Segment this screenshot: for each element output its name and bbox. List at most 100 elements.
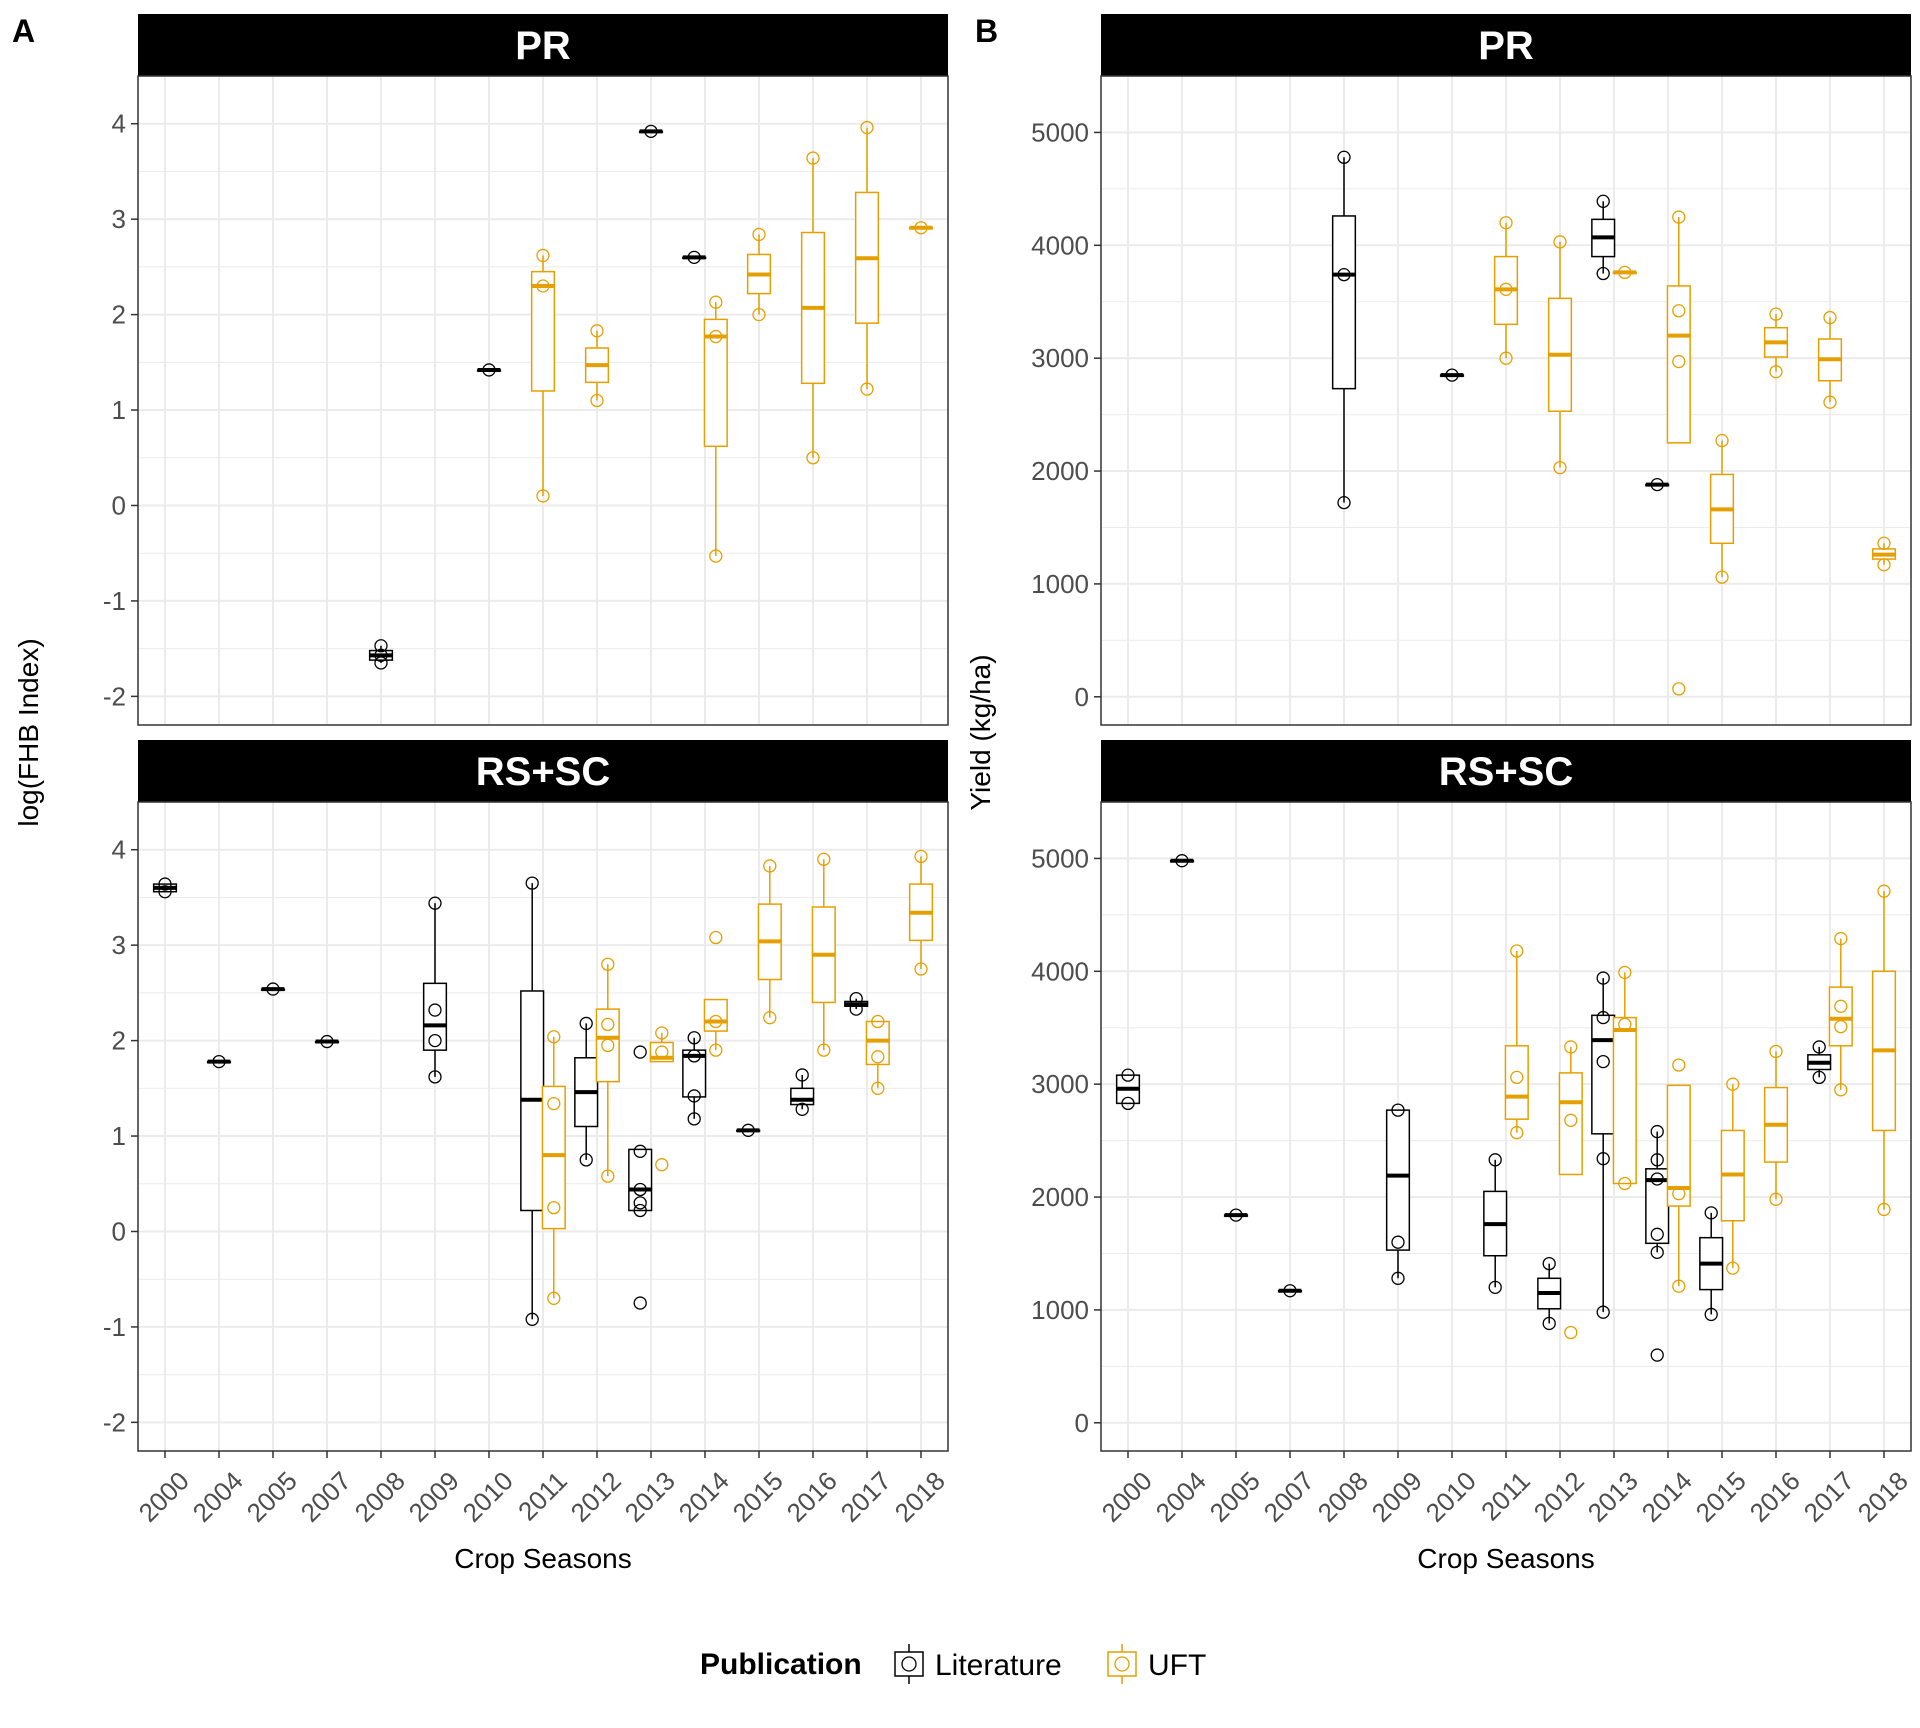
data-point xyxy=(1877,536,1891,550)
data-point xyxy=(536,489,550,503)
x-tick-label: 2008 xyxy=(349,1466,411,1528)
data-point xyxy=(547,1030,561,1044)
data-point xyxy=(1877,558,1891,572)
data-point xyxy=(1596,1305,1610,1319)
data-point xyxy=(428,1033,442,1048)
data-point xyxy=(1499,216,1513,230)
data-point xyxy=(1618,1176,1632,1191)
data-point xyxy=(1812,1040,1826,1054)
data-point xyxy=(1596,194,1610,208)
x-tick-label: 2009 xyxy=(403,1466,465,1528)
y-tick-label: 2000 xyxy=(1031,1182,1089,1212)
box-literature-2004 xyxy=(206,1054,232,1069)
facet-strip-label: RS+SC xyxy=(1439,750,1574,794)
box-uft-2012 xyxy=(584,324,610,408)
x-tick-label: 2005 xyxy=(241,1466,303,1528)
y-tick-label: 3 xyxy=(112,930,126,960)
data-point xyxy=(1618,1017,1632,1032)
data-point xyxy=(1564,1325,1578,1340)
data-point xyxy=(817,852,831,866)
data-point xyxy=(482,363,496,377)
box-literature-2010 xyxy=(1439,368,1465,382)
x-axis-title: Crop Seasons xyxy=(1417,1543,1594,1574)
y-tick-label: 0 xyxy=(112,490,126,520)
data-point xyxy=(1488,1153,1502,1167)
data-point xyxy=(374,656,388,670)
legend-key-point xyxy=(901,1656,917,1672)
box-literature-2004 xyxy=(1169,854,1195,868)
y-tick-label: 0 xyxy=(1075,682,1089,712)
x-tick-label: 2004 xyxy=(187,1466,249,1528)
legend-entry-uft: UFT xyxy=(1107,1644,1206,1684)
data-point xyxy=(1715,433,1729,448)
box-literature-2014 xyxy=(1645,1124,1670,1362)
data-point xyxy=(709,930,723,945)
box-literature-2013 xyxy=(628,1045,653,1310)
facet-strip-label: PR xyxy=(1478,24,1534,68)
data-point xyxy=(1596,1010,1610,1025)
data-point xyxy=(687,1112,701,1126)
y-tick-label: 5000 xyxy=(1031,843,1089,873)
box-uft-2014 xyxy=(1666,1058,1691,1293)
data-point xyxy=(1596,1152,1610,1166)
data-point xyxy=(1391,1235,1405,1249)
data-point xyxy=(752,227,766,242)
facet-strip xyxy=(138,14,948,76)
data-point xyxy=(1337,150,1351,164)
box-uft-2016 xyxy=(1763,307,1789,379)
x-axis-title: Crop Seasons xyxy=(454,1543,631,1574)
box-literature-2011 xyxy=(520,876,545,1326)
data-point xyxy=(1121,1068,1135,1082)
y-tick-label: 2000 xyxy=(1031,456,1089,486)
data-point xyxy=(1834,999,1848,1013)
x-tick-label: 2000 xyxy=(133,1466,195,1528)
facet-strip-label: RS+SC xyxy=(476,750,611,794)
box-iqr xyxy=(1666,1084,1691,1207)
data-point xyxy=(1672,1058,1686,1072)
data-point xyxy=(914,221,928,235)
data-point xyxy=(1618,265,1632,280)
data-point xyxy=(655,1158,669,1172)
data-point xyxy=(536,248,550,263)
y-tick-label: 3000 xyxy=(1031,1069,1089,1099)
box-literature-2008 xyxy=(368,639,394,670)
data-point xyxy=(871,1081,885,1095)
data-point xyxy=(687,250,701,264)
data-point xyxy=(655,1026,669,1040)
facet-strip-label: PR xyxy=(515,24,571,68)
data-point xyxy=(914,849,928,864)
data-point xyxy=(1596,971,1610,985)
data-point xyxy=(1391,1271,1405,1285)
box-uft-2011 xyxy=(541,1030,566,1305)
data-point xyxy=(1823,395,1837,409)
facet-PR: PR 5000 4000 3000 2000 1000 0 xyxy=(1031,14,1912,726)
data-point xyxy=(1510,1126,1524,1140)
data-point xyxy=(655,1045,669,1059)
x-tick-label: 2016 xyxy=(1744,1466,1806,1528)
box-uft-2018 xyxy=(1871,884,1897,1217)
grid xyxy=(1101,76,1911,725)
data-point xyxy=(1445,368,1459,382)
box-uft-2015 xyxy=(1720,1077,1745,1275)
data-point xyxy=(741,1123,755,1137)
data-point xyxy=(158,885,172,899)
data-point xyxy=(795,1102,809,1116)
box-iqr xyxy=(1504,1045,1529,1120)
data-point xyxy=(709,295,723,309)
x-tick-label: 2011 xyxy=(512,1466,573,1527)
data-point xyxy=(1769,365,1783,379)
data-point xyxy=(1769,307,1783,321)
data-point xyxy=(1672,210,1686,224)
data-point xyxy=(687,1031,701,1045)
box-iqr xyxy=(1612,1016,1637,1185)
chart-panel-B: B PR 5000 4000 3000 2000 1000 0 RS+SC 5000 4000 300… xyxy=(965,13,1914,1574)
data-point xyxy=(633,1203,647,1218)
data-point xyxy=(1812,1070,1826,1085)
data-point xyxy=(428,1003,442,1017)
data-point xyxy=(1704,1307,1718,1322)
box-literature-2008 xyxy=(1331,150,1357,510)
box-uft-2017 xyxy=(1817,310,1843,409)
data-point xyxy=(525,1312,539,1326)
y-tick-label: 5000 xyxy=(1031,117,1089,147)
